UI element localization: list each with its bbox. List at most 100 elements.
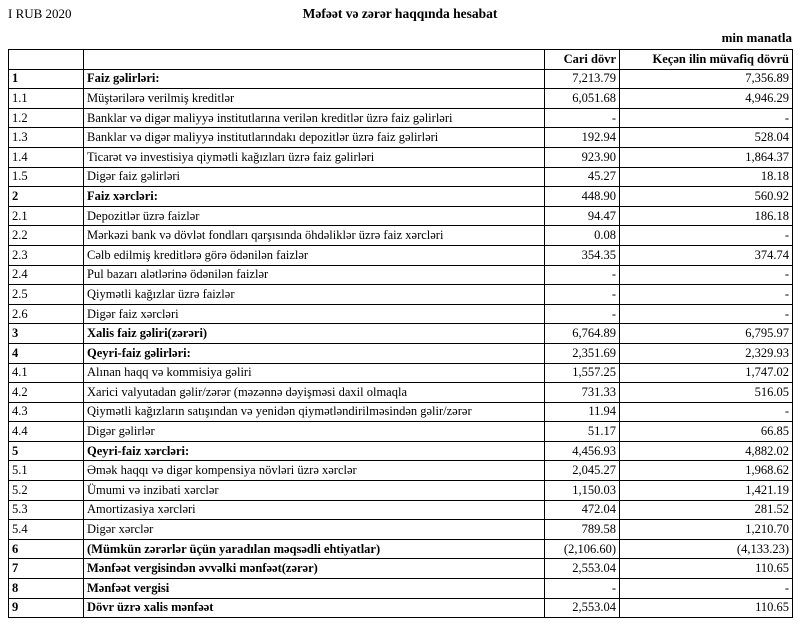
table-row: 1.1 Müştərilərə verilmiş kreditlər 6,051.6… (8, 88, 793, 109)
row-label: Digər gəlirlər (83, 421, 545, 442)
table-row: 4.4 Digər gəlirlər 51.17 66.85 (8, 421, 793, 442)
row-previous-value: 4,946.29 (619, 88, 793, 109)
row-label: Müştərilərə verilmiş kreditlər (83, 88, 545, 109)
row-label: Alınan haqq və kommisiya gəliri (83, 362, 545, 384)
row-code: 5 (8, 440, 84, 462)
row-current-value: - (544, 107, 620, 129)
row-current-value: 94.47 (544, 205, 620, 227)
row-current-value: 6,051.68 (544, 88, 620, 109)
table-row: 4 Qeyri-faiz gəlirləri: 2,351.69 2,329.93 (8, 342, 793, 364)
row-current-value: 2,553.04 (544, 558, 620, 580)
row-code: 2.3 (8, 244, 84, 266)
row-code: 4.4 (8, 421, 84, 442)
row-code: 1.4 (8, 146, 84, 168)
row-code: 1.5 (8, 166, 84, 188)
row-current-value: 354.35 (544, 244, 620, 266)
row-previous-value: 66.85 (619, 421, 793, 442)
row-code: 7 (8, 558, 84, 580)
row-current-value: 789.58 (544, 519, 620, 540)
table-row: 2.1 Depozitlər üzrə faizlər 94.47 186.18 (8, 205, 793, 227)
table-row: 1.5 Digər faiz gəlirləri 45.27 18.18 (8, 166, 793, 188)
row-previous-value: 1,210.70 (619, 519, 793, 540)
row-label: Qeyri-faiz xərcləri: (83, 440, 545, 462)
row-code: 1.3 (8, 127, 84, 148)
row-code: 5.2 (8, 480, 84, 501)
table-row: 1 Faiz gəlirləri: 7,213.79 7,356.89 (8, 68, 793, 90)
table-row: 3 Xalis faiz gəliri(zərəri) 6,764.89 6,795.… (8, 323, 793, 344)
row-current-value: 45.27 (544, 166, 620, 188)
row-current-value: - (544, 264, 620, 286)
table-row: 2.2 Mərkəzi bank və dövlət fondları qarşı… (8, 225, 793, 246)
row-current-value: - (544, 284, 620, 305)
row-code: 1.2 (8, 107, 84, 129)
unit-note: min manatla (721, 30, 792, 45)
row-previous-value: 1,864.37 (619, 146, 793, 168)
row-code: 2.1 (8, 205, 84, 227)
table-row: 2.5 Qiymətli kağızlar üzrə faizlər - - (8, 284, 793, 305)
row-label: Qeyri-faiz gəlirləri: (83, 342, 545, 364)
row-label: Ümumi və inzibati xərclər (83, 480, 545, 501)
row-code: 8 (8, 578, 84, 599)
row-previous-value: - (619, 303, 793, 325)
table-row: 5 Qeyri-faiz xərcləri: 4,456.93 4,882.02 (8, 440, 793, 462)
row-code: 2.5 (8, 284, 84, 305)
row-previous-value: (4,133.23) (619, 538, 793, 560)
row-current-value: 6,764.89 (544, 323, 620, 344)
row-current-value: 4,456.93 (544, 440, 620, 462)
row-code: 5.3 (8, 499, 84, 521)
row-previous-value: 2,329.93 (619, 342, 793, 364)
row-previous-value: - (619, 264, 793, 286)
row-current-value: 731.33 (544, 382, 620, 403)
table-row: 8 Mənfəət vergisi - - (8, 578, 793, 599)
table-row: 5.4 Digər xərclər 789.58 1,210.70 (8, 519, 793, 540)
row-code: 4.2 (8, 382, 84, 403)
row-previous-value: - (619, 401, 793, 423)
row-label: Pul bazarı alətlərinə ödənilən faizlər (83, 264, 545, 286)
row-label: Banklar və digər maliyyə institutlarında… (83, 127, 545, 148)
report-title: Məfəət və zərər haqqında hesabat (302, 6, 498, 21)
row-previous-value: 560.92 (619, 186, 793, 207)
row-current-value: 923.90 (544, 146, 620, 168)
table-row: 2.3 Cəlb edilmiş kreditlərə görə ödənilən… (8, 244, 793, 266)
row-previous-value: 186.18 (619, 205, 793, 227)
row-previous-value: - (619, 284, 793, 305)
row-current-value: - (544, 578, 620, 599)
row-code: 2.4 (8, 264, 84, 286)
row-current-value: - (544, 303, 620, 325)
row-current-value: 51.17 (544, 421, 620, 442)
row-label: (Mümkün zərərlər üçün yaradılan məqsədli… (83, 538, 545, 560)
table-row: 5.2 Ümumi və inzibati xərclər 1,150.03 1,42… (8, 480, 793, 501)
row-previous-value: 374.74 (619, 244, 793, 266)
row-code: 2.6 (8, 303, 84, 325)
row-current-value: 11.94 (544, 401, 620, 423)
row-code: 1 (8, 68, 84, 90)
row-label: Depozitlər üzrə faizlər (83, 205, 545, 227)
row-current-value: 0.08 (544, 225, 620, 246)
row-label: Ticarət və investisiya qiymətli kağızlar… (83, 146, 545, 168)
row-label: Mərkəzi bank və dövlət fondları qarşısın… (83, 225, 545, 246)
row-code: 6 (8, 538, 84, 560)
row-code: 4.3 (8, 401, 84, 423)
table-header-row: Cari dövr Keçən ilin müvafiq dövrü (8, 49, 793, 70)
table-row: 2.4 Pul bazarı alətlərinə ödənilən faizlə… (8, 264, 793, 286)
table-row: 1.3 Banklar və digər maliyyə institutları… (8, 127, 793, 148)
row-label: Əmək haqqı və digər kompensiya növləri ü… (83, 460, 545, 482)
row-current-value: 448.90 (544, 186, 620, 207)
row-code: 5.4 (8, 519, 84, 540)
row-label: Qiymətli kağızlar üzrə faizlər (83, 284, 545, 305)
row-code: 3 (8, 323, 84, 344)
row-current-value: 1,150.03 (544, 480, 620, 501)
report-period: I RUB 2020 (8, 6, 72, 21)
row-code: 2.2 (8, 225, 84, 246)
table-row: 5.1 Əmək haqqı və digər kompensiya növlər… (8, 460, 793, 482)
row-previous-value: - (619, 107, 793, 129)
doc-header: I RUB 2020 Məfəət və zərər haqqında hesa… (0, 0, 800, 26)
row-previous-value: 110.65 (619, 558, 793, 580)
row-code: 5.1 (8, 460, 84, 482)
row-label: Digər faiz xərcləri (83, 303, 545, 325)
row-label: Cəlb edilmiş kreditlərə görə ödənilən fa… (83, 244, 545, 266)
row-previous-value: - (619, 578, 793, 599)
row-code: 4.1 (8, 362, 84, 384)
row-previous-value: 110.65 (619, 597, 793, 619)
row-previous-value: 4,882.02 (619, 440, 793, 462)
